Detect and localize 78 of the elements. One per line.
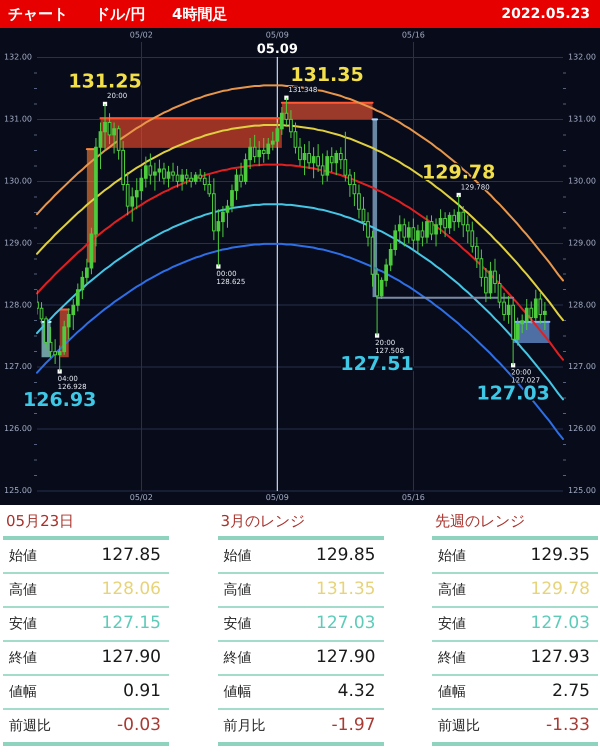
ref-line-label: 05.09 [256, 42, 298, 57]
category-label: 値幅 [9, 683, 37, 701]
category-label: 高値 [224, 581, 252, 599]
candlestick [325, 150, 330, 182]
category-label: 値幅 [438, 683, 466, 701]
y-tick-label: 131.00 [4, 114, 32, 124]
y-tick-label: 126.00 [4, 424, 32, 434]
y2-tick-label: 128.00 [568, 300, 596, 310]
x-tick-label: 05/09 [266, 492, 289, 502]
text: 05/09 [266, 30, 289, 40]
y-tick-label: 125.00 [4, 486, 32, 496]
y2-tick-label: 125.00 [568, 486, 596, 496]
category-label: 始値 [9, 547, 37, 565]
y-tick-label: 129.00 [4, 238, 32, 248]
text: 127.03 [530, 613, 590, 633]
category-label: 終値 [9, 649, 37, 667]
category-label: 前月比 [224, 717, 266, 735]
category-label: 安値 [224, 615, 252, 633]
candlestick [262, 137, 266, 164]
category-label: 終値 [224, 649, 252, 667]
candlestick [189, 172, 194, 188]
data-label: 127.51 [340, 352, 414, 375]
text: 先週のレンジ [432, 506, 598, 540]
candlestick [194, 172, 198, 185]
category-label: 高値 [9, 581, 37, 599]
y2-tick-label: 131.00 [568, 114, 596, 124]
y2-tick-label: 126.00 [568, 424, 596, 434]
text: 3月のレンジ [218, 506, 384, 540]
x-tick-label: 05/02 [130, 492, 153, 502]
category-label: 値幅 [224, 683, 252, 701]
text: 127.85 [102, 545, 161, 565]
category-label: 05/16 [402, 30, 425, 40]
text: 127.03 [316, 613, 376, 633]
text: -1.33 [546, 715, 590, 735]
category-label: 前週比 [438, 717, 480, 735]
text: -1.97 [332, 715, 376, 735]
candlestick [334, 150, 338, 176]
x-tick-label: 05/16 [402, 492, 425, 502]
text: 127.90 [316, 647, 376, 667]
category-label: 始値 [224, 547, 252, 565]
y2-tick-label: 132.00 [568, 52, 596, 62]
text: 0.91 [123, 681, 161, 701]
category-label: 05/02 [130, 30, 153, 40]
chart-subtitle: 4時間足 [172, 5, 228, 23]
text: 127.90 [102, 647, 161, 667]
text: -0.03 [117, 715, 161, 735]
category-label: 終値 [438, 649, 466, 667]
text: 129.35 [530, 545, 590, 565]
text: 05月23日 [3, 506, 169, 540]
text: 2.75 [552, 681, 590, 701]
data-label: 126.93 [23, 388, 96, 411]
text: 4.32 [338, 681, 376, 701]
text: 127.93 [530, 647, 590, 667]
data-label: 131.25 [68, 70, 142, 92]
category-label: 安値 [438, 615, 466, 633]
chart-title: ドル/円 [95, 5, 146, 23]
text: 129.85 [316, 545, 376, 565]
y-tick-label: 127.00 [4, 362, 32, 372]
category-label: 始値 [438, 547, 466, 565]
y2-tick-label: 127.00 [568, 362, 596, 372]
candlestick [534, 289, 538, 322]
data-label: 131.35 [290, 64, 364, 86]
category-label: 高値 [438, 581, 466, 599]
category-label: 前週比 [9, 717, 51, 735]
y-tick-label: 128.00 [4, 300, 32, 310]
y2-tick-label: 130.00 [568, 176, 596, 186]
text: チャート [8, 5, 68, 23]
text: 131.35 [316, 579, 376, 599]
candlestick [402, 218, 406, 247]
y-tick-label: 132.00 [4, 52, 32, 62]
candlestick [524, 298, 529, 330]
y2-tick-label: 129.00 [568, 238, 596, 248]
text: 127.15 [102, 613, 161, 633]
text: 129.78 [530, 579, 590, 599]
text: 2022.05.23 [501, 5, 590, 23]
category-label: 安値 [9, 615, 37, 633]
y-tick-label: 130.00 [4, 176, 32, 186]
text: 128.06 [102, 579, 161, 599]
